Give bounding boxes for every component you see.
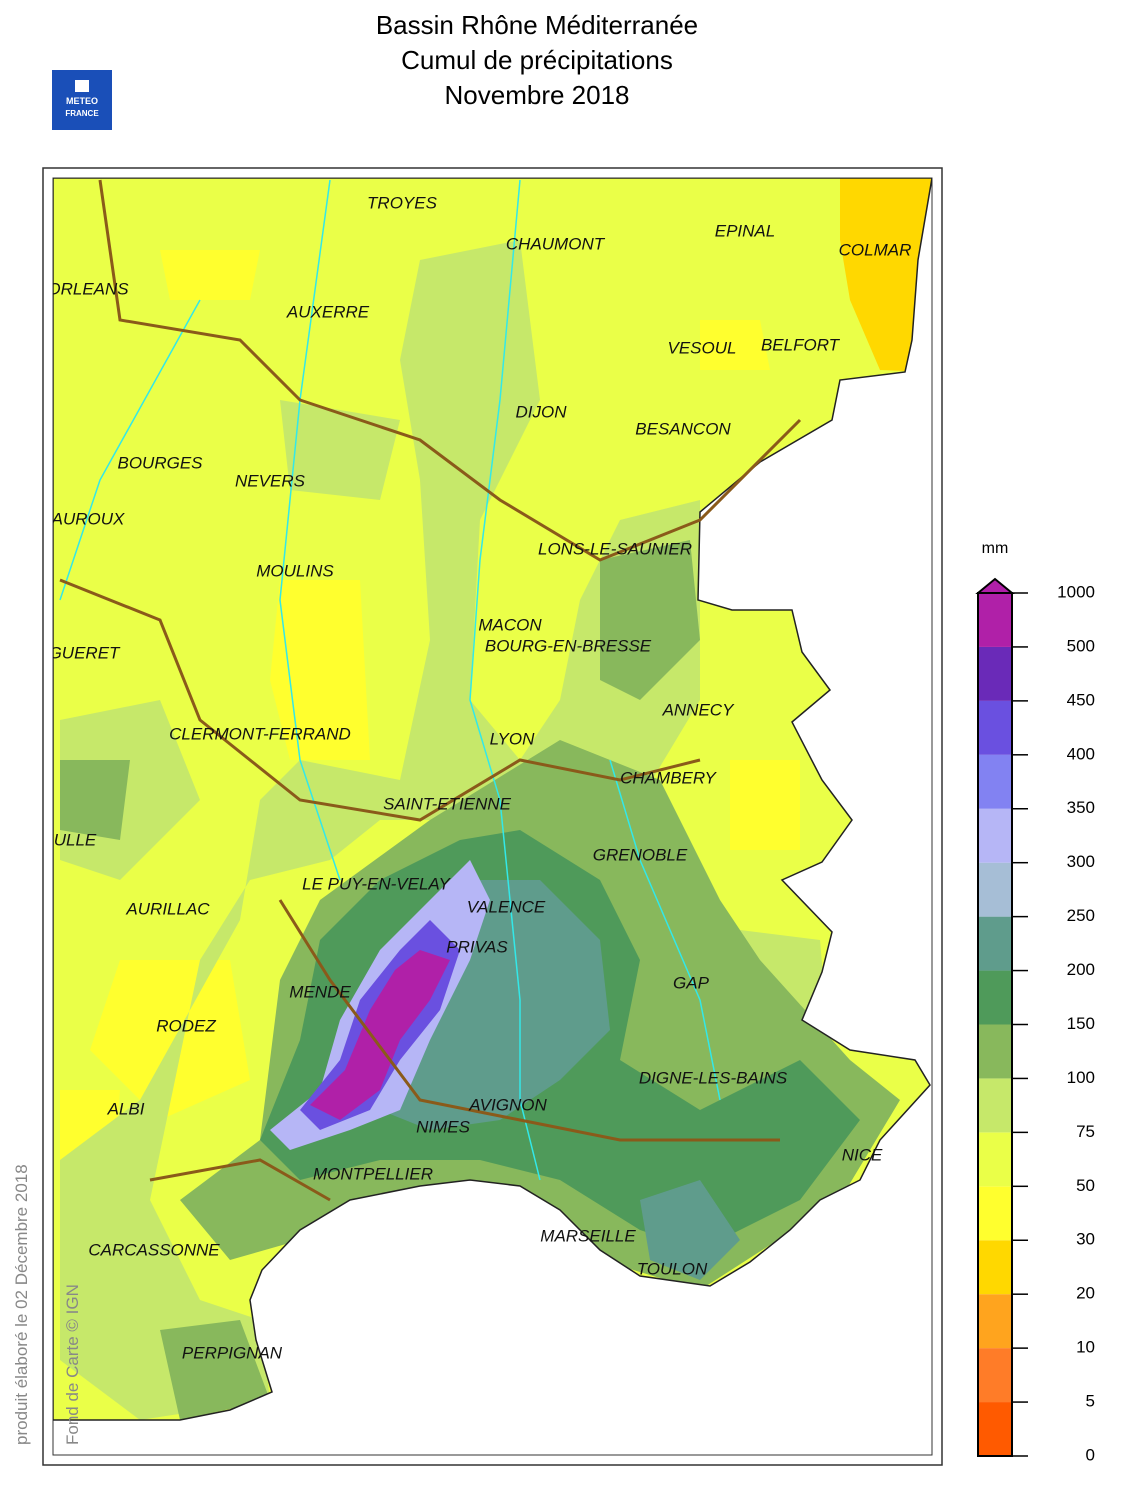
city-label: DIJON [516,402,568,421]
legend-tick-label: 30 [1076,1230,1095,1249]
legend-tick-label: 200 [1067,960,1095,979]
city-label: EPINAL [715,221,775,240]
logo-text: METEO [66,96,98,106]
city-label: BELFORT [761,335,841,354]
legend-swatch [978,754,1012,809]
city-label: BOURGES [117,453,203,472]
legend-tick-label: 100 [1067,1068,1095,1087]
legend-swatch [978,700,1012,755]
logo-icon [75,80,89,92]
zone-200-250 [380,880,740,1280]
city-label: LE PUY-EN-VELAY [302,874,451,893]
legend-swatch [978,593,1012,647]
legend-tick-label: 450 [1067,690,1095,709]
legend-tick-label: 10 [1076,1338,1095,1357]
city-label: AUXERRE [286,302,370,321]
legend-tick-label: 150 [1067,1014,1095,1033]
city-label: GUERET [49,643,121,662]
city-label: MACON [478,615,542,634]
city-label: ULLE [54,830,97,849]
city-label: COLMAR [839,240,912,259]
city-label: AUROUX [51,509,125,528]
legend-tick-label: 1000 [1057,582,1095,601]
legend-swatch [978,1348,1012,1403]
city-label: CHAMBERY [620,768,717,787]
legend-swatch [978,1402,1012,1456]
legend-tick-label: 300 [1067,852,1095,871]
title-line: Novembre 2018 [445,80,630,110]
legend-tick-label: 20 [1076,1284,1095,1303]
footer-date: produit élaboré le 02 Décembre 2018 [12,1164,31,1445]
city-label: CARCASSONNE [88,1240,220,1259]
legend-swatch [978,970,1012,1025]
basin-border [59,179,802,1202]
legend-swatch [978,1240,1012,1295]
city-label: GRENOBLE [593,845,688,864]
legend: mm 0 5 10 20 30 50 75 100 150 200 250 300 350 400 450 5… [975,540,1095,1464]
precipitation-field [53,178,932,1420]
legend-swatch [978,1294,1012,1349]
city-label: MONTPELLIER [313,1164,433,1183]
city-label: CHAUMONT [506,234,606,253]
city-label: NEVERS [235,471,306,490]
footer-credit: Fond de Carte © IGN [63,1284,82,1445]
zone-500-1000 [310,950,450,1120]
legend-swatch [978,646,1012,701]
city-label: BESANCON [635,419,731,438]
legend-swatch [978,808,1012,863]
legend-swatch [978,1186,1012,1241]
legend-tick-label: 500 [1067,636,1095,655]
river [59,179,721,1181]
map-frame [42,167,943,1466]
city-label: VESOUL [668,338,737,357]
legend-tick-label: 5 [1086,1392,1095,1411]
city-label: AURILLAC [125,899,210,918]
city-label: PRIVAS [446,937,508,956]
city-label: MOULINS [256,561,334,580]
city-label: CLERMONT-FERRAND [169,724,351,743]
city-label: ALBI [107,1099,145,1118]
city-label: ANNECY [662,700,736,719]
legend-tick-label: 350 [1067,798,1095,817]
city-label: LYON [490,729,535,748]
city-label: GAP [673,973,710,992]
legend-tick-label: 250 [1067,906,1095,925]
map: TROYES CHAUMONT EPINAL COLMAR ORLEANS AUXERRE… [47,178,932,1421]
city-label: ORLEANS [47,279,129,298]
city-label: NICE [842,1145,883,1164]
city-label: PERPIGNAN [182,1343,283,1362]
city-label: TOULON [637,1259,708,1278]
city-label: LONS-LE-SAUNIER [538,539,692,558]
city-label: NIMES [416,1117,471,1136]
zone-75-100 [60,240,830,1420]
logo: METEO FRANCE [52,70,112,130]
city-label: RODEZ [156,1016,216,1035]
zone-20-30 [840,178,932,372]
title-line: Cumul de précipitations [401,45,673,75]
legend-tick-label: 75 [1076,1122,1095,1141]
city-label: AVIGNON [468,1095,547,1114]
city-label: SAINT-ETIENNE [383,794,512,813]
legend-swatch [978,1024,1012,1079]
city-label: VALENCE [467,897,546,916]
legend-tick-label: 50 [1076,1176,1095,1195]
legend-tick-label: 0 [1086,1445,1095,1464]
city-label: BOURG-EN-BRESSE [485,636,652,655]
city-label: DIGNE-LES-BAINS [639,1068,788,1087]
zone-30-50 [60,250,800,1240]
legend-tick-label: 400 [1067,744,1095,763]
city-label: MENDE [289,982,351,1001]
city-label: TROYES [367,193,438,212]
legend-unit: mm [982,540,1009,557]
title-line: Bassin Rhône Méditerranée [376,10,698,40]
logo-text: FRANCE [65,109,99,118]
legend-swatch [978,916,1012,971]
city-label: MARSEILLE [540,1226,636,1245]
legend-overflow-arrow [975,577,1015,594]
legend-swatch [978,862,1012,917]
legend-swatch [978,1132,1012,1187]
city-labels: TROYES CHAUMONT EPINAL COLMAR ORLEANS AUXERRE… [47,193,912,1362]
legend-swatch [978,1078,1012,1133]
